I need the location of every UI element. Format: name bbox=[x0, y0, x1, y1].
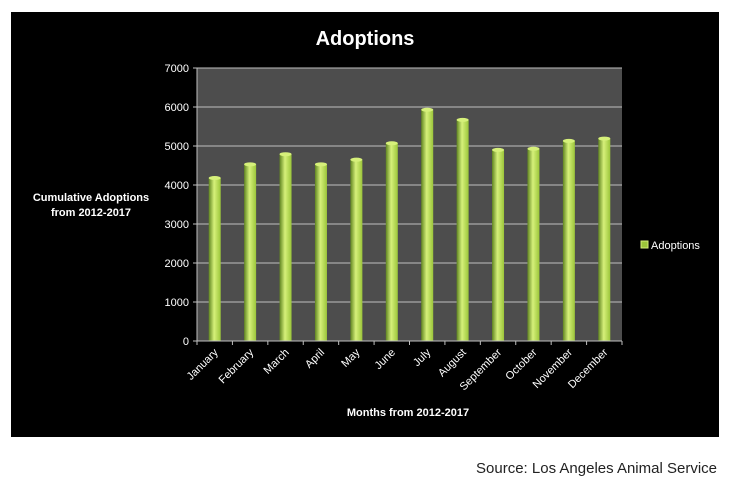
bar bbox=[314, 162, 327, 341]
bar bbox=[527, 146, 540, 341]
bar bbox=[279, 152, 292, 341]
y-tick-label: 6000 bbox=[165, 102, 189, 114]
bar bbox=[350, 157, 363, 341]
chart-title: Adoptions bbox=[316, 28, 415, 50]
y-tick-label: 3000 bbox=[165, 219, 189, 231]
legend-swatch bbox=[640, 240, 649, 249]
bar-chart: Adoptions 01000200030004000500060007000 … bbox=[33, 28, 701, 419]
x-tick-label: August bbox=[436, 347, 469, 380]
chart-panel: Adoptions 0 1000 2000 3000 4000 5000 6000 7000 … bbox=[11, 12, 719, 437]
y-tick-label: 5000 bbox=[165, 141, 189, 153]
gridlines bbox=[197, 67, 622, 303]
y-axis-title-line-1: Cumulative Adoptions bbox=[33, 192, 149, 204]
x-tick-label: October bbox=[503, 346, 539, 382]
x-tick-label: April bbox=[303, 347, 327, 371]
y-tick-label: 1000 bbox=[165, 297, 189, 309]
source-caption: Source: Los Angeles Animal Service bbox=[476, 460, 717, 477]
y-tick-labels: 0 1000 2000 3000 4000 5000 6000 7000 bbox=[165, 63, 189, 348]
bar bbox=[492, 147, 505, 341]
bar bbox=[562, 138, 575, 341]
x-tick-label: May bbox=[339, 346, 363, 370]
bar bbox=[598, 136, 611, 341]
bars bbox=[208, 107, 611, 342]
x-axis-title: Months from 2012-2017 bbox=[347, 407, 469, 419]
bar bbox=[385, 141, 398, 341]
bar bbox=[456, 117, 469, 342]
y-tick-label: 2000 bbox=[165, 258, 189, 270]
y-axis-title-line-2: from 2012-2017 bbox=[51, 207, 131, 219]
bar bbox=[244, 162, 257, 341]
bar bbox=[421, 107, 434, 341]
x-tick-label: February bbox=[217, 346, 257, 386]
legend-label: Adoptions bbox=[651, 240, 700, 252]
x-tick-label: July bbox=[411, 346, 434, 369]
y-tick-label: 4000 bbox=[165, 180, 189, 192]
x-tick-label: March bbox=[262, 347, 292, 377]
x-tick-label: June bbox=[373, 347, 398, 372]
axes bbox=[193, 67, 623, 345]
bar bbox=[208, 175, 221, 341]
y-tick-label: 0 bbox=[183, 336, 189, 348]
legend: Adoptions bbox=[640, 240, 700, 252]
y-tick-label: 7000 bbox=[165, 63, 189, 75]
plot-area bbox=[197, 68, 622, 341]
